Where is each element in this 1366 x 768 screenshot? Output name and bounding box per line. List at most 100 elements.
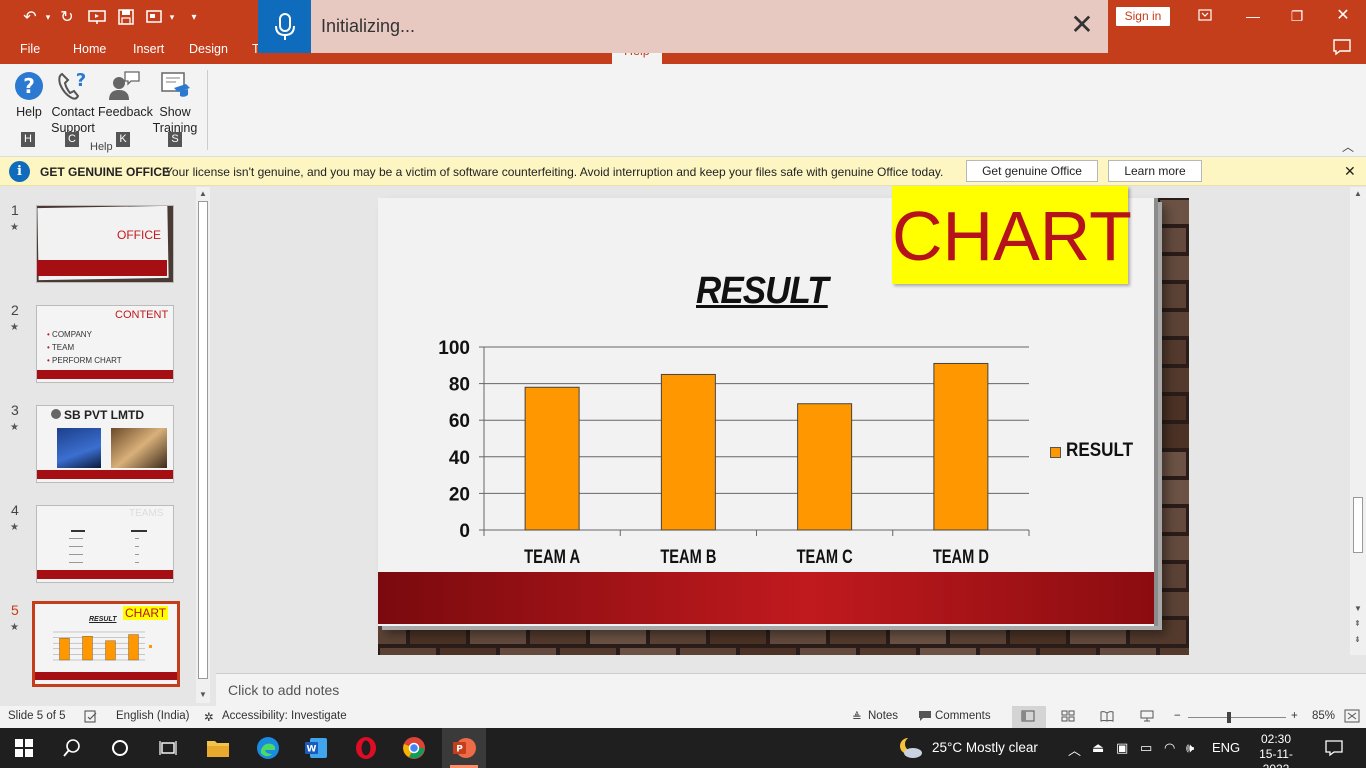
chrome-icon[interactable]: [400, 734, 428, 762]
legend-swatch: [1050, 447, 1061, 458]
show-training-button[interactable]: Show Training: [152, 68, 198, 136]
close-dictation-icon[interactable]: ✕: [1070, 9, 1094, 40]
zoom-out-icon[interactable]: −: [1174, 710, 1181, 722]
thumb4-list-marks: [69, 538, 83, 564]
active-app-indicator: [450, 765, 478, 768]
opera-icon[interactable]: [352, 734, 380, 762]
usb-icon[interactable]: ⏏: [1092, 740, 1105, 755]
notes-toggle[interactable]: Notes: [868, 710, 899, 722]
zoom-slider-thumb[interactable]: [1226, 712, 1231, 723]
cortana-icon[interactable]: [106, 734, 134, 762]
tab-home[interactable]: Home: [73, 42, 107, 56]
thumb4-heading-mark: [71, 530, 85, 532]
windows-start-icon[interactable]: [10, 734, 38, 762]
slideshow-icon[interactable]: [1140, 710, 1154, 725]
present-icon[interactable]: [144, 6, 166, 28]
scrollbar-thumb[interactable]: [1353, 497, 1363, 553]
thumb-bar: [82, 635, 93, 661]
thumbnail-scrollbar[interactable]: ▲ ▼: [196, 187, 210, 703]
thumb3-title: SB PVT LMTD: [51, 408, 144, 422]
powerpoint-icon[interactable]: P: [450, 734, 478, 762]
comments-toggle[interactable]: Comments: [935, 710, 991, 722]
tab-file[interactable]: File: [20, 42, 41, 56]
scroll-down-icon[interactable]: ▼: [199, 690, 207, 699]
ribbon-display-options-icon[interactable]: [1190, 4, 1220, 28]
fit-to-window-icon[interactable]: [1344, 709, 1360, 726]
undo-dropdown-icon[interactable]: ▾: [45, 11, 51, 22]
help-button[interactable]: ? Help: [12, 68, 46, 120]
collapse-ribbon-icon[interactable]: ︿: [1342, 140, 1355, 154]
editor-scrollbar[interactable]: ▲ ▼ ⇞ ⇟: [1350, 187, 1366, 655]
input-language[interactable]: ENG: [1212, 740, 1241, 755]
thumb-bar: [128, 634, 139, 661]
slide-thumbnail-2[interactable]: CONTENT • COMPANY • TEAM • PERFORM CHART: [36, 305, 174, 383]
slide-thumbnail-1[interactable]: OFFICE: [36, 205, 174, 283]
search-icon[interactable]: [58, 734, 86, 762]
thumb-bar: [59, 637, 70, 661]
bar-chart[interactable]: 0 20 40 60 80 100 TEAM A TEAM B TEAM C TEAM D: [420, 330, 1050, 575]
language-status[interactable]: English (India): [116, 710, 190, 722]
brick: [1188, 282, 1189, 310]
svg-text:W: W: [307, 745, 317, 755]
message-title: GET GENUINE OFFICE: [40, 165, 171, 179]
zoom-slider-track[interactable]: [1188, 717, 1286, 718]
slide-thumbnail-5[interactable]: CHART RESULT: [32, 601, 180, 687]
wifi-icon[interactable]: ◠: [1164, 740, 1176, 755]
next-slide-icon[interactable]: ⇟: [1354, 635, 1361, 644]
chart-title[interactable]: RESULT: [696, 270, 829, 312]
weather-icon[interactable]: [897, 734, 925, 762]
tab-insert[interactable]: Insert: [133, 42, 165, 56]
weather-text[interactable]: 25°C Mostly clear: [932, 740, 1038, 755]
close-message-icon[interactable]: ✕: [1344, 163, 1356, 179]
feedback-button[interactable]: Feedback: [98, 68, 153, 120]
accessibility-status[interactable]: Accessibility: Investigate: [222, 710, 347, 722]
learn-more-button[interactable]: Learn more: [1108, 160, 1202, 182]
reading-view-icon[interactable]: [1100, 710, 1114, 725]
word-icon[interactable]: W: [302, 734, 330, 762]
edge-browser-icon[interactable]: [254, 734, 282, 762]
start-from-beginning-icon[interactable]: [86, 6, 108, 28]
notes-pane[interactable]: Click to add notes: [216, 673, 1366, 706]
thumb4-value-marks: [135, 538, 139, 564]
task-view-icon[interactable]: [154, 734, 182, 762]
slide-thumbnail-4[interactable]: TEAMS: [36, 505, 174, 583]
contact-support-icon: ?: [56, 68, 90, 104]
show-hidden-icons-icon[interactable]: ︿: [1068, 743, 1082, 758]
close-window-icon[interactable]: ✕: [1336, 7, 1350, 24]
redo-icon[interactable]: ↻: [60, 9, 74, 26]
get-genuine-office-button[interactable]: Get genuine Office: [966, 160, 1098, 182]
restore-icon[interactable]: ❐: [1290, 8, 1304, 24]
previous-slide-icon[interactable]: ⇞: [1354, 619, 1361, 628]
normal-view-icon[interactable]: [1021, 710, 1035, 725]
meet-now-icon[interactable]: ▣: [1116, 740, 1129, 755]
battery-icon[interactable]: ▭: [1140, 740, 1153, 755]
microphone-icon[interactable]: [258, 0, 311, 53]
spelling-icon[interactable]: [84, 710, 98, 726]
brick: [798, 646, 858, 655]
comments-icon[interactable]: [1332, 38, 1354, 58]
minimize-icon[interactable]: —: [1246, 8, 1260, 24]
undo-icon[interactable]: ↶: [23, 9, 37, 26]
y-tick-label: 100: [438, 338, 470, 359]
notifications-icon[interactable]: [1320, 734, 1348, 762]
contact-support-button[interactable]: ? Contact Support: [50, 68, 96, 136]
present-dropdown-icon[interactable]: ▾: [169, 11, 175, 22]
volume-icon[interactable]: 🕪: [1186, 740, 1195, 755]
slide-sorter-icon[interactable]: [1061, 710, 1075, 725]
scrollbar-thumb[interactable]: [198, 201, 208, 679]
slide-thumbnail-3[interactable]: SB PVT LMTD: [36, 405, 174, 483]
chart-badge[interactable]: CHART: [892, 186, 1132, 284]
save-icon[interactable]: [115, 6, 137, 28]
brick: [1098, 646, 1158, 655]
scroll-up-icon[interactable]: ▲: [1354, 189, 1362, 198]
zoom-level[interactable]: 85%: [1312, 710, 1336, 722]
sign-in-button[interactable]: Sign in: [1116, 7, 1170, 26]
scroll-down-icon[interactable]: ▼: [1354, 604, 1362, 613]
notes-placeholder[interactable]: Click to add notes: [228, 682, 340, 698]
file-explorer-icon[interactable]: [204, 734, 232, 762]
clock[interactable]: 02:30 15-11-2022: [1248, 732, 1304, 768]
tab-design[interactable]: Design: [189, 42, 228, 56]
zoom-in-icon[interactable]: +: [1291, 710, 1298, 722]
scroll-up-icon[interactable]: ▲: [199, 189, 207, 198]
customize-qat-icon[interactable]: ▾: [191, 11, 197, 23]
